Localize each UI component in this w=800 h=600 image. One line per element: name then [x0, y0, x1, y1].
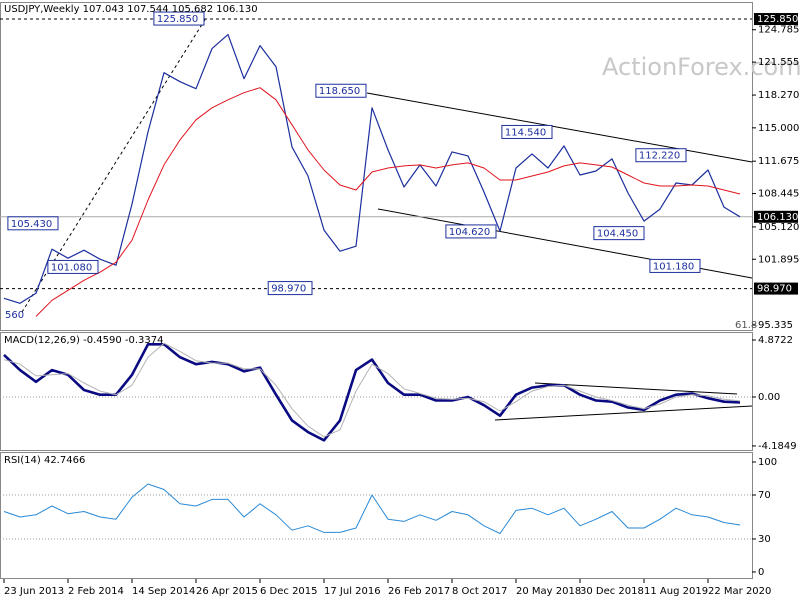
y-tick-label: 118.270 — [758, 90, 799, 101]
x-tick-label: 17 Jul 2016 — [324, 586, 381, 597]
rsi-panel — [0, 452, 753, 579]
annotation-label: 125.850 — [157, 14, 198, 25]
level-label: 98.970 — [757, 284, 792, 295]
y-tick-label: 100 — [758, 457, 777, 468]
y-tick-label: 111.675 — [758, 156, 799, 167]
annotation-label: 101.080 — [51, 262, 92, 273]
rsi-title: RSI(14) 42.7466 — [4, 455, 85, 466]
note: 61.8 — [735, 320, 757, 331]
annotation-label: 101.180 — [653, 261, 694, 272]
series-line — [3, 34, 741, 304]
annotation-box — [593, 226, 645, 241]
level-label: 106.130 — [757, 212, 798, 223]
y-tick-label: 108.445 — [758, 189, 799, 200]
y-tick-label: 105.120 — [758, 222, 799, 233]
x-tick-label: 22 Mar 2020 — [708, 586, 771, 597]
price-title: USDJPY,Weekly 107.043 107.544 105.682 10… — [4, 4, 258, 15]
annotation-label: 118.650 — [319, 86, 360, 97]
level-box — [754, 13, 798, 26]
y-tick-label: 4.8722 — [758, 335, 793, 346]
annotation-label: 104.620 — [449, 227, 490, 238]
y-tick-label: -4.1849 — [758, 441, 797, 452]
x-tick-label: 11 Aug 2019 — [644, 586, 708, 597]
y-tick-label: 30 — [758, 534, 771, 545]
x-tick-label: 8 Oct 2017 — [452, 586, 507, 597]
series-line — [35, 87, 741, 317]
y-tick-label: 0.00 — [758, 392, 780, 403]
annotation-box — [649, 258, 701, 273]
channel-line — [366, 92, 753, 163]
annotation-box — [445, 224, 497, 239]
x-tick-label: 26 Apr 2015 — [196, 586, 258, 597]
annotation-box — [47, 259, 99, 274]
x-tick-label: 30 Dec 2018 — [580, 586, 644, 597]
annotation-label: 112.220 — [639, 151, 680, 162]
macd-trend-line — [534, 382, 738, 395]
y-tick-label: 121.555 — [758, 57, 799, 68]
series-line — [3, 483, 741, 534]
y-tick-label: 124.785 — [758, 25, 799, 36]
y-tick-label: 101.895 — [758, 254, 799, 265]
y-tick-label: 70 — [758, 490, 771, 501]
x-tick-label: 26 Feb 2017 — [388, 586, 450, 597]
annotation-label: 114.540 — [505, 127, 546, 138]
macd-trend-line — [494, 405, 753, 421]
trend-line — [21, 17, 207, 313]
y-tick-label: 0 — [758, 567, 764, 578]
annotation-box — [635, 148, 687, 163]
y-tick-label: 95.335 — [758, 320, 793, 331]
y-tick-label: 115.000 — [758, 123, 799, 134]
x-tick-label: 23 Jun 2013 — [4, 586, 64, 597]
annotation-label: 104.450 — [597, 229, 638, 240]
annotation-label: 105.430 — [11, 219, 52, 230]
x-tick-label: 14 Sep 2014 — [132, 586, 195, 597]
x-tick-label: 20 May 2018 — [516, 586, 581, 597]
level-box — [754, 282, 798, 295]
marks: 95.335 101.895 105.120 108.445 111.675 115.00… — [0, 11, 799, 597]
x-tick-label: 2 Feb 2014 — [68, 586, 124, 597]
level-label: 125.850 — [757, 14, 798, 25]
price-panel — [0, 2, 753, 331]
annotation-box — [501, 124, 553, 139]
series-line — [3, 343, 741, 442]
level-box — [754, 210, 798, 223]
macd-title: MACD(12,26,9) -0.4590 -0.3374 — [4, 335, 164, 346]
note: 560 — [5, 310, 24, 321]
watermark: ActionForex.com — [602, 53, 800, 81]
annotation-box — [7, 216, 59, 231]
series-line — [3, 342, 741, 438]
annotation-box — [153, 11, 205, 26]
annotation-box — [315, 83, 367, 98]
macd-panel — [0, 332, 753, 451]
annotation-label: 98.970 — [271, 284, 306, 295]
x-tick-label: 6 Dec 2015 — [260, 586, 318, 597]
annotation-box — [267, 281, 313, 296]
